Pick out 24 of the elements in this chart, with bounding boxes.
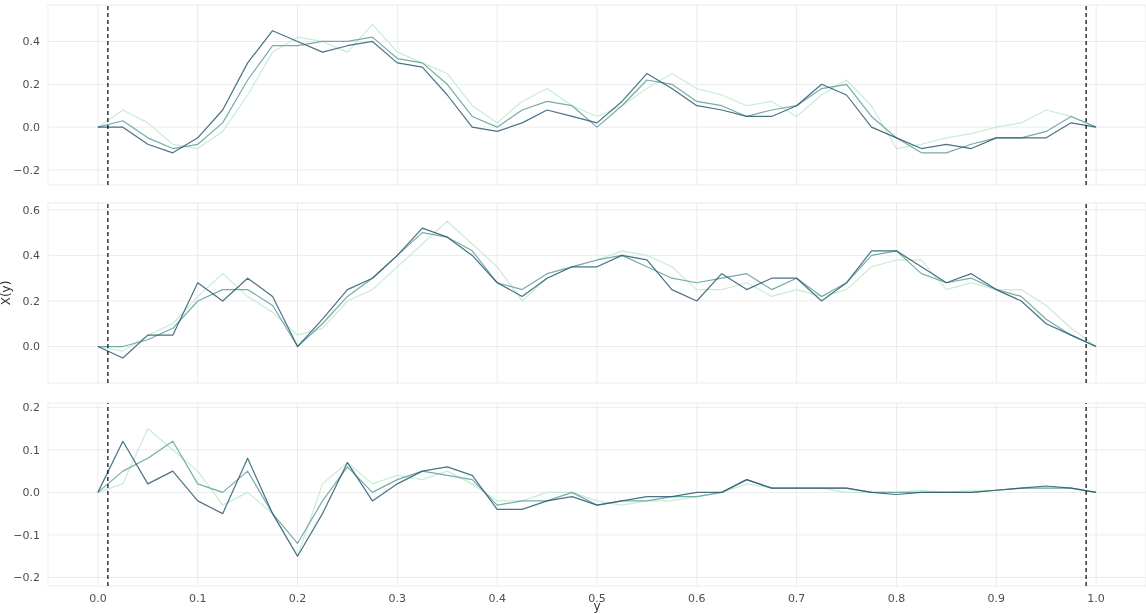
y-tick-label: 0.4 [22,35,40,49]
y-tick-label: −0.2 [13,163,40,177]
x-tick-label: 1.0 [1087,591,1105,605]
y-tick-label: −0.2 [13,571,40,585]
y-tick-label: 0.4 [22,249,40,263]
y-tick-label: 0.2 [22,78,40,92]
x-tick-label: 0.3 [388,591,407,605]
y-tick-label: 0.0 [22,121,40,135]
x-tick-label: 0.9 [987,591,1006,605]
x-tick-label: 0.1 [188,591,207,605]
x-tick-label: 0.6 [688,591,706,605]
y-tick-label: 0.6 [22,203,40,217]
y-tick-label: 0.2 [22,401,40,415]
y-axis-title: X(y) [0,280,14,306]
y-tick-label: −0.1 [13,528,40,542]
x-tick-label: 0.0 [89,591,107,605]
x-tick-label: 0.2 [288,591,307,605]
y-tick-label: 0.0 [22,486,40,500]
x-tick-label: 0.7 [787,591,806,605]
y-tick-label: 0.0 [22,340,40,354]
y-tick-label: 0.1 [22,443,40,457]
y-tick-label: 0.2 [22,294,40,308]
x-tick-label: 0.4 [488,591,506,605]
x-tick-label: 0.8 [887,591,906,605]
